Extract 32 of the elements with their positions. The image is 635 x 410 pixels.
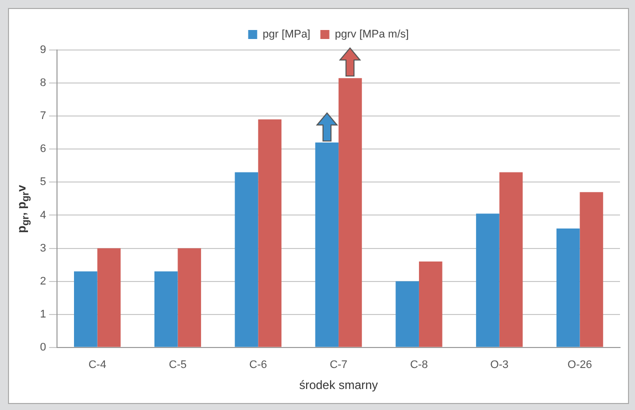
y-tick-label: 1: [40, 308, 46, 320]
y-tick-label: 3: [40, 242, 46, 254]
bar: [556, 228, 580, 347]
legend-label: pgrv [MPa m/s]: [334, 28, 409, 41]
y-tick-label: 2: [40, 275, 46, 288]
bar: [234, 172, 258, 347]
legend-label: pgr [MPa]: [262, 28, 310, 41]
x-tick-label: C-4: [88, 359, 106, 372]
bar: [154, 271, 178, 347]
bar: [499, 172, 523, 347]
bar: [396, 281, 419, 347]
x-tick-label: C-7: [330, 359, 348, 372]
y-tick-label: 4: [40, 209, 46, 222]
bar: [97, 248, 121, 347]
y-tick-label: 7: [40, 110, 46, 122]
bar: [418, 261, 442, 347]
bar: [476, 214, 500, 347]
x-axis-title: środek smarny: [299, 378, 378, 392]
y-tick-label: 6: [40, 143, 46, 156]
x-tick-label: C-6: [249, 359, 268, 372]
bar: [580, 192, 604, 347]
bar: [178, 248, 202, 347]
y-tick-label: 5: [40, 176, 46, 188]
x-tick-label: C-8: [410, 359, 428, 372]
x-tick-label: C-5: [168, 359, 187, 372]
y-tick-label: 0: [40, 341, 46, 354]
bar: [74, 271, 98, 347]
y-tick-label: 9: [40, 44, 46, 56]
x-tick-label: O-26: [568, 359, 592, 372]
bar: [258, 119, 282, 347]
y-tick-label: 8: [40, 77, 46, 90]
x-tick-label: O-3: [490, 359, 509, 372]
